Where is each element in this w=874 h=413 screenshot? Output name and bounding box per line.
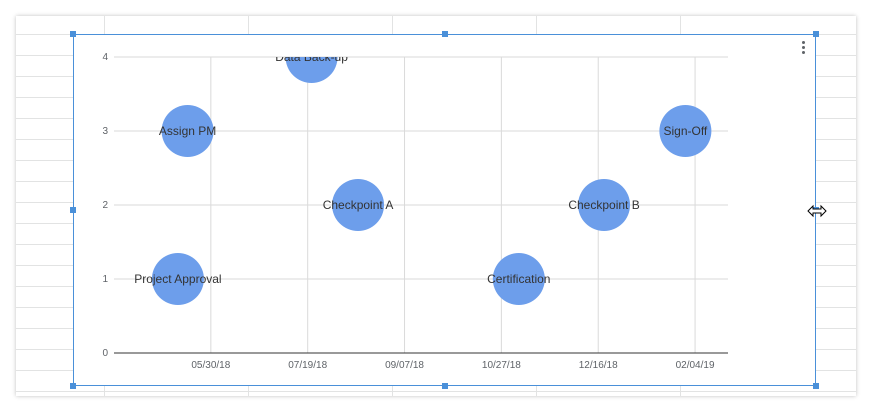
resize-handle-left[interactable] — [70, 207, 76, 213]
bubble — [578, 179, 631, 231]
bubble-label: Project Approval — [134, 272, 221, 286]
bubble-label: Assign PM — [159, 124, 216, 138]
y-tick-label: 4 — [102, 52, 108, 63]
resize-handle-top[interactable] — [442, 31, 448, 37]
bubble-label: Sign-Off — [663, 124, 707, 138]
x-tick-label: 10/27/18 — [482, 360, 521, 371]
x-tick-label: 02/04/19 — [676, 360, 715, 371]
resize-handle-bottom-right[interactable] — [813, 383, 819, 389]
bubble — [332, 179, 385, 231]
bubble-label: Certification — [487, 272, 550, 286]
x-tick-label: 07/19/18 — [288, 360, 327, 371]
resize-handle-top-left[interactable] — [70, 31, 76, 37]
x-tick-label: 12/16/18 — [579, 360, 618, 371]
bubble-label: Checkpoint A — [323, 198, 394, 212]
y-tick-label: 1 — [102, 274, 108, 285]
scatter-chart: 0 1 2 3 4 05/30/18 07/19/18 09/07/18 10/27/18 12/… — [102, 50, 728, 371]
more-vert-icon[interactable] — [800, 40, 808, 56]
bubble — [151, 253, 204, 305]
x-tick-label: 05/30/18 — [191, 360, 230, 371]
bubble-layer: Project Approval Assign PM Data Back-up Che… — [134, 50, 712, 305]
bubble — [285, 57, 338, 83]
resize-handle-bottom[interactable] — [442, 383, 448, 389]
y-tick-label: 0 — [102, 348, 108, 359]
resize-handle-top-right[interactable] — [813, 31, 819, 37]
horizontal-resize-cursor-icon — [807, 204, 827, 218]
bubble — [492, 253, 545, 305]
bubble — [659, 105, 712, 157]
chart-container[interactable]: 0 1 2 3 4 05/30/18 07/19/18 09/07/18 10/27/18 12/… — [73, 34, 816, 386]
bubble-label: Checkpoint B — [568, 198, 639, 212]
bubble-label: Data Back-up — [275, 50, 348, 64]
bubble — [161, 105, 214, 157]
y-tick-label: 2 — [102, 200, 108, 211]
x-tick-label: 09/07/18 — [385, 360, 424, 371]
resize-handle-bottom-left[interactable] — [70, 383, 76, 389]
y-tick-label: 3 — [102, 126, 108, 137]
